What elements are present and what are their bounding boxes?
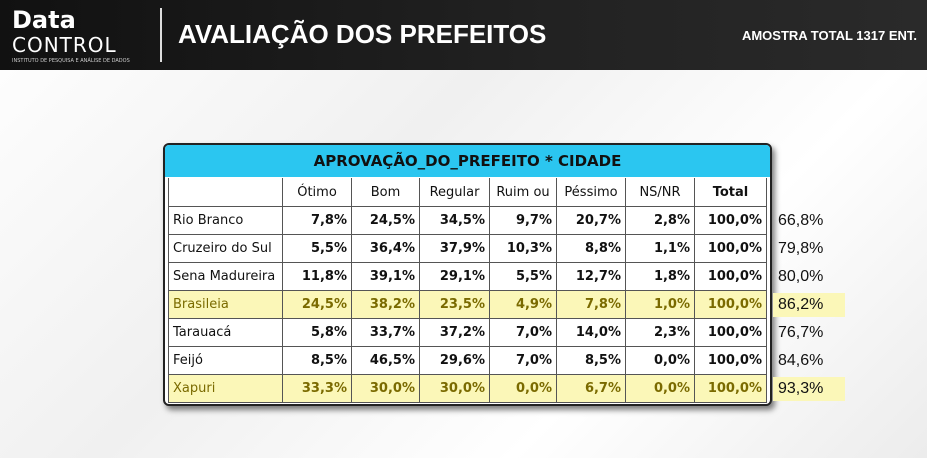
value-cell: 4,9%: [490, 291, 557, 319]
value-cell: 37,9%: [420, 235, 490, 263]
value-cell: 0,0%: [490, 375, 557, 403]
header-cell: [168, 178, 283, 207]
column-header: Regular: [420, 178, 490, 207]
value-cell: 30,0%: [420, 375, 490, 403]
value-cell: 100,0%: [695, 207, 767, 235]
value-cell: 2,3%: [626, 319, 695, 347]
value-cell: 46,5%: [352, 347, 420, 375]
value-cell: 11,8%: [283, 263, 352, 291]
value-cell: 5,5%: [283, 235, 352, 263]
approval-value: 66,8%: [778, 212, 824, 229]
header-bar: Data CONTROL INSTITUTO DE PESQUISA E ANÁ…: [0, 0, 927, 70]
value-cell: 7,0%: [490, 347, 557, 375]
approval-value: 84,6%: [778, 352, 824, 369]
value-cell: 6,7%: [557, 375, 626, 403]
value-cell: 7,8%: [557, 291, 626, 319]
value-cell: 24,5%: [283, 291, 352, 319]
value-cell: 14,0%: [557, 319, 626, 347]
column-header: NS/NR: [626, 178, 695, 207]
value-cell: 100,0%: [695, 319, 767, 347]
approval-value: 80,0%: [778, 268, 824, 285]
value-cell: 8,5%: [283, 347, 352, 375]
city-name: Xapuri: [168, 375, 283, 403]
city-name: Feijó: [168, 347, 283, 375]
value-cell: 9,7%: [490, 207, 557, 235]
value-cell: 38,2%: [352, 291, 420, 319]
title: AVALIAÇÃO DOS PREFEITOS: [178, 19, 547, 49]
value-cell: 7,8%: [283, 207, 352, 235]
value-cell: 5,5%: [490, 263, 557, 291]
column-header: Ruim ou: [490, 178, 557, 207]
approval-value: 76,7%: [778, 324, 824, 341]
value-cell: 100,0%: [695, 235, 767, 263]
value-cell: 100,0%: [695, 291, 767, 319]
value-cell: 23,5%: [420, 291, 490, 319]
value-cell: 30,0%: [352, 375, 420, 403]
value-cell: 37,2%: [420, 319, 490, 347]
value-cell: 39,1%: [352, 263, 420, 291]
city-name: Cruzeiro do Sul: [168, 235, 283, 263]
value-cell: 1,8%: [626, 263, 695, 291]
column-header: Bom: [352, 178, 420, 207]
approval-value: 79,8%: [778, 240, 824, 257]
value-cell: 8,8%: [557, 235, 626, 263]
column-header: Total: [695, 178, 767, 207]
value-cell: 29,1%: [420, 263, 490, 291]
value-cell: 36,4%: [352, 235, 420, 263]
value-cell: 0,0%: [626, 375, 695, 403]
column-header: Péssimo: [557, 178, 626, 207]
value-cell: 29,6%: [420, 347, 490, 375]
logo-tagline: INSTITUTO DE PESQUISA E ANÁLISE DE DADOS: [12, 58, 130, 64]
value-cell: 1,0%: [626, 291, 695, 319]
value-cell: 24,5%: [352, 207, 420, 235]
sample-size: AMOSTRA TOTAL 1317 ENT.: [741, 28, 917, 43]
table-title: APROVAÇÃO_DO_PREFEITO * CIDADE: [165, 145, 770, 177]
value-cell: 33,7%: [352, 319, 420, 347]
value-cell: 12,7%: [557, 263, 626, 291]
value-cell: 20,7%: [557, 207, 626, 235]
value-cell: 34,5%: [420, 207, 490, 235]
value-cell: 0,0%: [626, 347, 695, 375]
value-cell: 1,1%: [626, 235, 695, 263]
logo-bottom: CONTROL: [12, 33, 117, 57]
value-cell: 100,0%: [695, 263, 767, 291]
value-cell: 5,8%: [283, 319, 352, 347]
city-name: Rio Branco: [168, 207, 283, 235]
approval-value: 86,2%: [773, 293, 845, 317]
divider: [160, 8, 162, 62]
approval-value: 93,3%: [773, 377, 845, 401]
city-name: Brasileia: [168, 291, 283, 319]
value-cell: 100,0%: [695, 375, 767, 403]
city-name: Sena Madureira: [168, 263, 283, 291]
table: APROVAÇÃO_DO_PREFEITO * CIDADE Ótimo Bom R…: [163, 143, 772, 406]
value-cell: 10,3%: [490, 235, 557, 263]
value-cell: 2,8%: [626, 207, 695, 235]
column-header: Ótimo: [283, 178, 352, 207]
value-cell: 33,3%: [283, 375, 352, 403]
city-name: Tarauacá: [168, 319, 283, 347]
value-cell: 8,5%: [557, 347, 626, 375]
logo-top: Data: [12, 6, 76, 34]
value-cell: 7,0%: [490, 319, 557, 347]
value-cell: 100,0%: [695, 347, 767, 375]
